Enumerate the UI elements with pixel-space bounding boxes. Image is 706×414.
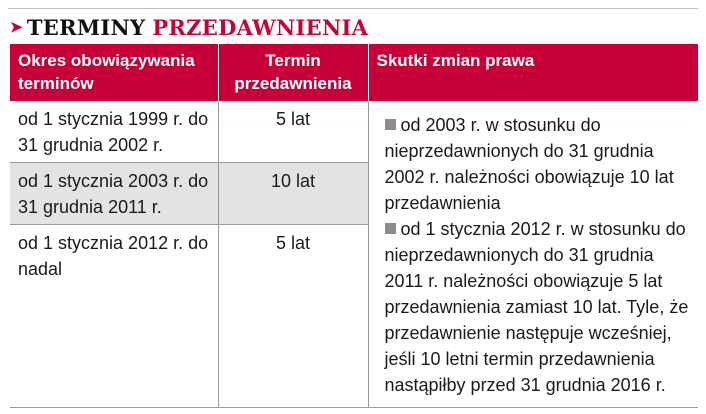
table-row: od 1 stycznia 1999 r. do 31 grudnia 2002… [10, 101, 698, 408]
effect-item: od 1 stycznia 2012 r. w stosunku do niep… [384, 216, 691, 398]
header-effects: Skutki zmian prawa [367, 44, 698, 101]
cell-term: 10 lat [217, 162, 368, 225]
page-title: ➤ TERMINY PRZEDAWNIENIA [10, 14, 368, 40]
cell-term: 5 lat [217, 224, 368, 408]
table-row: od 1 stycznia 2012 r. do nadal 5 lat [10, 224, 698, 408]
square-bullet-icon [384, 119, 396, 130]
cell-period: od 1 stycznia 1999 r. do 31 grudnia 2002… [10, 101, 218, 163]
limitation-periods-table: Okres obowiązywania terminów Termin prze… [10, 44, 698, 408]
table-row: od 1 stycznia 2003 r. do 31 grudnia 2011… [10, 162, 698, 225]
cell-term: 5 lat [217, 101, 368, 163]
table-header-row: Okres obowiązywania terminów Termin prze… [10, 44, 698, 101]
cell-period: od 1 stycznia 2003 r. do 31 grudnia 2011… [10, 162, 218, 225]
effect-text: od 2003 r. w stosunku do nieprzedawniony… [384, 115, 674, 213]
square-bullet-icon [384, 223, 396, 234]
title-word-2: PRZEDAWNIENIA [152, 14, 369, 40]
header-term: Termin przedawnienia [217, 44, 368, 101]
cell-effects: od 2003 r. w stosunku do nieprzedawniony… [367, 101, 698, 408]
effect-item: od 2003 r. w stosunku do nieprzedawniony… [384, 112, 691, 216]
effect-text: od 1 stycznia 2012 r. w stosunku do niep… [384, 219, 689, 395]
right-arrow-icon: ➤ [10, 18, 23, 36]
top-divider [8, 8, 698, 9]
title-word-1: TERMINY [26, 14, 146, 40]
cell-period: od 1 stycznia 2012 r. do nadal [10, 224, 218, 408]
header-period: Okres obowiązywania terminów [10, 44, 218, 101]
